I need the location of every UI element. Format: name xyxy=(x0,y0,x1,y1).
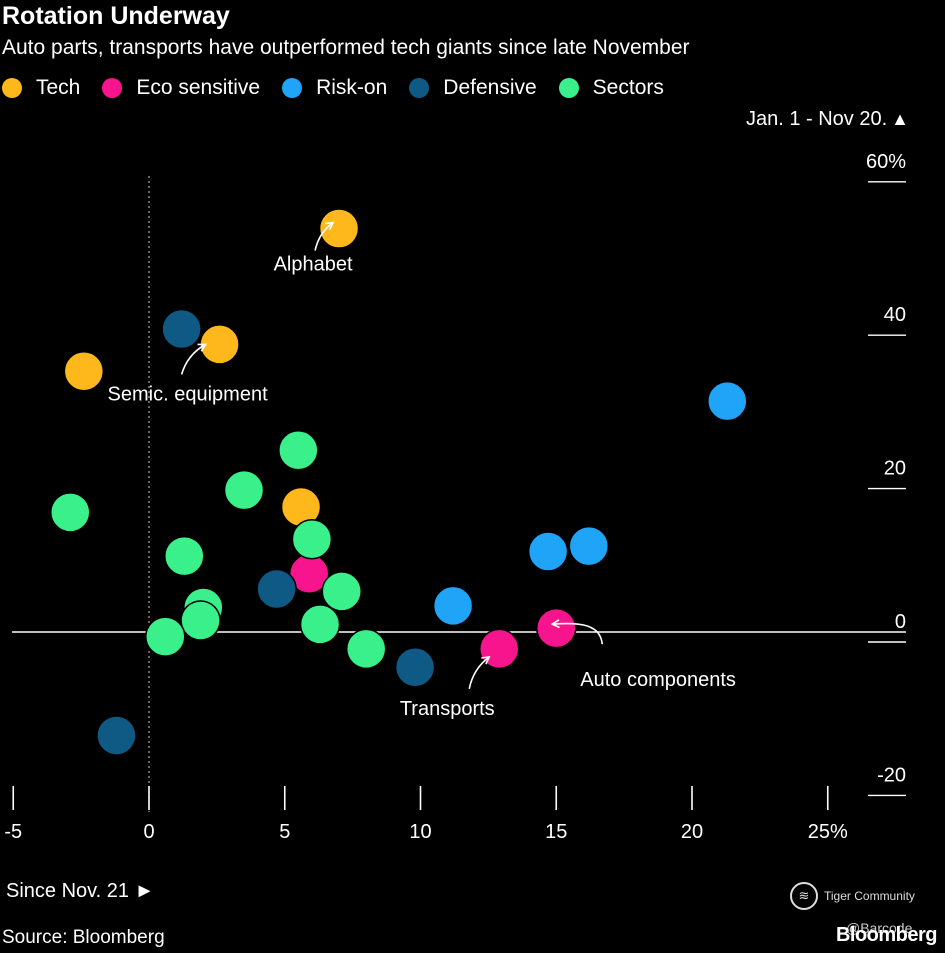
annotation-arrowhead xyxy=(550,619,560,629)
legend-item-3: Defensive xyxy=(409,76,537,100)
annotation-arrow xyxy=(314,221,334,251)
y-tick-label: 20 xyxy=(884,458,906,480)
x-tick-label: 5 xyxy=(279,821,290,843)
y-axis-label: Jan. 1 - Nov 20. ▲ xyxy=(746,108,909,131)
annotation-arrow xyxy=(180,343,206,375)
legend-swatch xyxy=(409,78,430,98)
x-axis-label-text: Since Nov. 21 xyxy=(6,880,130,902)
annotation-arrow xyxy=(468,656,490,690)
annotation-label: Alphabet xyxy=(274,254,353,276)
y-tick-label: 60% xyxy=(866,151,906,173)
annotation-arrowhead xyxy=(481,655,491,665)
y-tick-label: 0 xyxy=(895,611,906,633)
x-tick-label: 10 xyxy=(409,821,431,843)
data-point xyxy=(536,607,577,649)
legend-swatch xyxy=(558,78,579,98)
data-point xyxy=(432,585,474,627)
data-point xyxy=(256,568,297,610)
chart-title: Rotation Underway xyxy=(2,2,230,30)
data-point xyxy=(321,571,363,612)
legend-label: Sectors xyxy=(592,76,664,99)
x-tick-label: 25% xyxy=(808,821,848,843)
source-note: Source: Bloomberg xyxy=(2,927,165,948)
chart-subtitle: Auto parts, transports have outperformed… xyxy=(2,36,690,59)
data-point xyxy=(291,518,333,560)
data-point xyxy=(568,525,610,567)
x-axis-label: Since Nov. 21 ► xyxy=(6,880,154,903)
x-tick-label: 0 xyxy=(143,821,154,843)
annotation-label: Semic. equipment xyxy=(108,383,269,405)
data-point xyxy=(707,380,748,422)
legend-label: Eco sensitive xyxy=(136,76,261,99)
y-tick-label: -20 xyxy=(877,764,906,786)
annotation-arrowhead xyxy=(197,343,208,352)
legend-item-0: Tech xyxy=(2,76,80,100)
data-point xyxy=(278,429,319,471)
x-tick-label: -5 xyxy=(4,821,22,843)
annotation-arrow xyxy=(552,622,604,645)
data-point xyxy=(527,531,569,572)
legend-label: Tech xyxy=(36,76,81,99)
legend-item-2: Risk-on xyxy=(282,76,387,100)
legend-swatch xyxy=(282,78,303,98)
annotation-arrowhead xyxy=(325,221,335,231)
y-tick-label: 40 xyxy=(884,304,906,326)
data-point xyxy=(394,647,436,688)
triangle-up-icon: ▲ xyxy=(891,109,909,129)
data-point xyxy=(223,469,265,511)
legend-swatch xyxy=(102,78,123,98)
y-axis-label-text: Jan. 1 - Nov 20. xyxy=(745,108,888,130)
legend-swatch xyxy=(2,78,22,98)
data-point xyxy=(63,350,105,392)
legend-label: Defensive xyxy=(443,76,537,99)
legend-item-4: Sectors xyxy=(558,76,664,100)
data-point xyxy=(164,535,205,577)
watermark-text: Tiger Community xyxy=(824,889,915,903)
annotation-label: Transports xyxy=(400,698,495,720)
data-point xyxy=(318,208,360,249)
x-tick-label: 20 xyxy=(681,821,703,843)
legend: Tech Eco sensitive Risk-on Defensive Sectors xyxy=(2,76,686,100)
data-point xyxy=(145,616,186,657)
data-point xyxy=(96,715,137,756)
brand-logo: Bloomberg xyxy=(835,924,938,946)
data-point xyxy=(180,600,221,641)
annotation-label: Auto components xyxy=(580,669,736,691)
data-point xyxy=(299,604,341,645)
data-point xyxy=(478,628,520,670)
watermark: ≋ Tiger Community xyxy=(790,882,915,910)
x-tick-label: 15 xyxy=(545,821,567,843)
data-point xyxy=(161,308,202,350)
watermark-handle: @Barcode xyxy=(846,920,913,936)
legend-item-1: Eco sensitive xyxy=(102,76,260,100)
data-point xyxy=(50,492,91,533)
tiger-logo-icon: ≋ xyxy=(790,882,818,910)
legend-label: Risk-on xyxy=(316,76,388,99)
data-point xyxy=(345,628,387,670)
triangle-right-icon: ► xyxy=(134,880,155,902)
